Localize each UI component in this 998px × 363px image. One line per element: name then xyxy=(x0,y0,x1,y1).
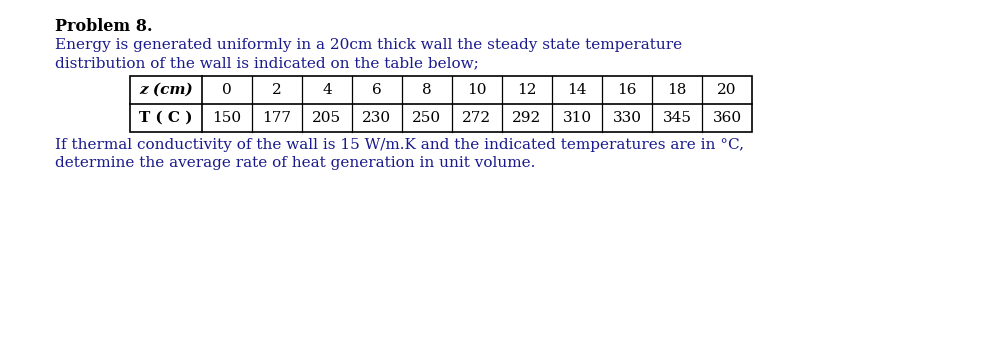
Text: 330: 330 xyxy=(613,111,642,125)
Text: If thermal conductivity of the wall is 15 W/m.K and the indicated temperatures a: If thermal conductivity of the wall is 1… xyxy=(55,138,744,152)
Text: 10: 10 xyxy=(467,83,487,97)
Text: 292: 292 xyxy=(512,111,542,125)
Text: 310: 310 xyxy=(563,111,592,125)
Text: Problem 8.: Problem 8. xyxy=(55,18,153,35)
Text: 272: 272 xyxy=(462,111,492,125)
Text: 150: 150 xyxy=(213,111,242,125)
Text: 360: 360 xyxy=(713,111,742,125)
Text: 20: 20 xyxy=(718,83,737,97)
Text: distribution of the wall is indicated on the table below;: distribution of the wall is indicated on… xyxy=(55,56,479,70)
Text: z (cm): z (cm) xyxy=(139,83,193,97)
Text: 205: 205 xyxy=(312,111,341,125)
Text: 230: 230 xyxy=(362,111,391,125)
Text: 177: 177 xyxy=(262,111,291,125)
Text: T ( C ): T ( C ) xyxy=(140,111,193,125)
Text: 14: 14 xyxy=(567,83,587,97)
Text: 6: 6 xyxy=(372,83,382,97)
Bar xyxy=(130,76,752,132)
Text: 8: 8 xyxy=(422,83,432,97)
Text: 250: 250 xyxy=(412,111,441,125)
Text: 4: 4 xyxy=(322,83,332,97)
Text: determine the average rate of heat generation in unit volume.: determine the average rate of heat gener… xyxy=(55,156,535,170)
Text: 345: 345 xyxy=(663,111,692,125)
Text: 0: 0 xyxy=(223,83,232,97)
Text: 12: 12 xyxy=(517,83,537,97)
Text: 18: 18 xyxy=(668,83,687,97)
Text: 16: 16 xyxy=(617,83,637,97)
Text: 2: 2 xyxy=(272,83,281,97)
Text: Energy is generated uniformly in a 20cm thick wall the steady state temperature: Energy is generated uniformly in a 20cm … xyxy=(55,38,682,52)
